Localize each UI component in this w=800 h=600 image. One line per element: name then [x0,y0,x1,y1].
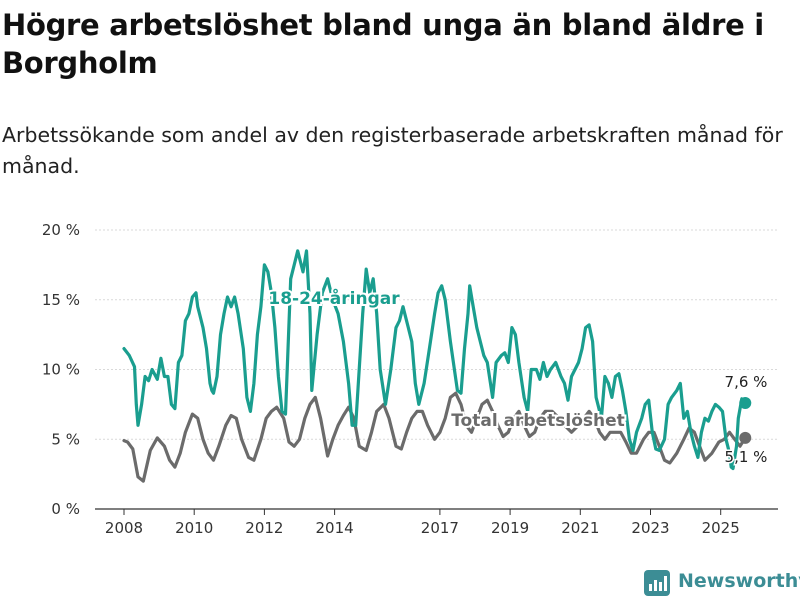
x-tick-label: 2023 [631,519,669,537]
newsworthy-chart-icon [644,570,670,596]
end-value-label-total: 5,1 % [725,448,768,466]
x-tick-label: 2014 [316,519,354,537]
x-tick-label: 2012 [245,519,283,537]
series-label-total: Total arbetslöshet [451,411,625,431]
y-tick-label: 5 % [51,430,80,448]
chart-subtitle: Arbetssökande som andel av den registerb… [2,123,783,178]
end-value-label-18-24: 7,6 % [725,373,768,391]
series-line-18-24-end-dot [739,396,752,409]
brand-name: Newsworthy [678,570,800,592]
x-tick-label: 2025 [702,519,740,537]
x-tick-label: 2010 [175,519,213,537]
series-label-18-24: 18-24-åringar [268,287,400,309]
x-tick-label: 2021 [561,519,599,537]
chart-title: Högre arbetslöshet bland unga än bland ä… [2,8,764,80]
series-line-total-end-dot [739,431,752,444]
series-line-total [122,391,747,483]
y-tick-label: 10 % [42,361,80,379]
y-tick-label: 0 % [51,500,80,518]
y-tick-label: 15 % [42,291,80,309]
series-line-18-24 [122,249,747,471]
x-tick-label: 2017 [421,519,459,537]
x-tick-label: 2008 [105,519,143,537]
x-tick-label: 2019 [491,519,529,537]
newsworthy-logo: Newsworthy [644,568,800,598]
y-tick-label: 20 % [42,221,80,239]
